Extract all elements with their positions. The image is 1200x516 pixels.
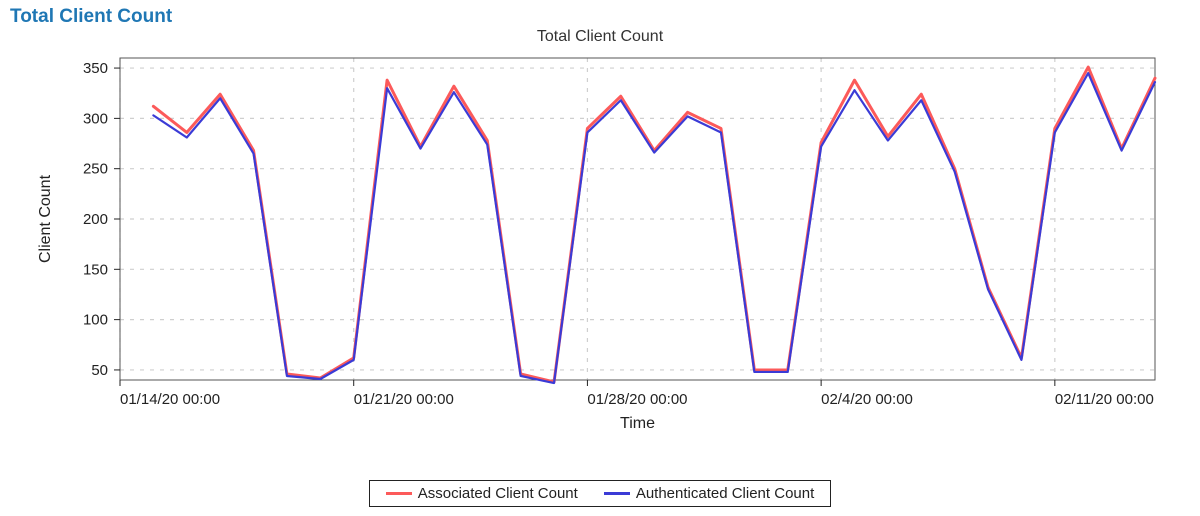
svg-text:200: 200	[83, 211, 108, 228]
legend-label-authenticated: Authenticated Client Count	[636, 485, 814, 502]
svg-text:02/4/20 00:00: 02/4/20 00:00	[821, 391, 913, 408]
legend: Associated Client Count Authenticated Cl…	[369, 480, 832, 507]
svg-text:01/14/20 00:00: 01/14/20 00:00	[120, 391, 220, 408]
legend-swatch-associated	[386, 492, 412, 495]
svg-text:02/11/20 00:00: 02/11/20 00:00	[1055, 391, 1154, 408]
chart-panel: { "section_title": "Total Client Count",…	[0, 0, 1200, 516]
svg-text:350: 350	[83, 60, 108, 77]
svg-text:150: 150	[83, 261, 108, 278]
section-title: Total Client Count	[0, 0, 1200, 30]
chart-title: Total Client Count	[0, 28, 1200, 46]
svg-text:Time: Time	[620, 415, 655, 432]
legend-label-associated: Associated Client Count	[418, 485, 578, 502]
svg-text:300: 300	[83, 110, 108, 127]
chart-area: 50 100 150 200 250 300 350 01/14/20 00:00 01/21/…	[10, 46, 1190, 476]
svg-text:100: 100	[83, 312, 108, 329]
svg-text:250: 250	[83, 161, 108, 178]
svg-text:01/28/20 00:00: 01/28/20 00:00	[587, 391, 687, 408]
chart-svg: 50 100 150 200 250 300 350 01/14/20 00:00 01/21/…	[10, 46, 1190, 446]
svg-text:50: 50	[91, 362, 108, 379]
legend-swatch-authenticated	[604, 492, 630, 495]
legend-item-authenticated: Authenticated Client Count	[604, 485, 814, 502]
svg-text:Client Count: Client Count	[37, 174, 54, 263]
svg-text:01/21/20 00:00: 01/21/20 00:00	[354, 391, 454, 408]
legend-item-associated: Associated Client Count	[386, 485, 578, 502]
